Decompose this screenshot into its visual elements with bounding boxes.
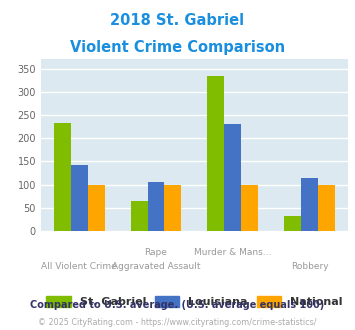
Text: Aggravated Assault: Aggravated Assault — [112, 262, 200, 271]
Bar — [88, 184, 104, 231]
Text: Compared to U.S. average. (U.S. average equals 100): Compared to U.S. average. (U.S. average … — [31, 300, 324, 310]
Bar — [301, 178, 318, 231]
Text: Murder & Mans...: Murder & Mans... — [194, 248, 272, 257]
Text: 2018 St. Gabriel: 2018 St. Gabriel — [110, 13, 245, 28]
Text: Rape: Rape — [144, 248, 168, 257]
Bar — [241, 184, 258, 231]
Bar — [54, 123, 71, 231]
Text: All Violent Crime: All Violent Crime — [41, 262, 117, 271]
Bar — [284, 216, 301, 231]
Bar — [164, 184, 181, 231]
Text: Violent Crime Comparison: Violent Crime Comparison — [70, 40, 285, 54]
Text: Robbery: Robbery — [291, 262, 328, 271]
Bar — [148, 182, 164, 231]
Legend: St. Gabriel, Louisiana, National: St. Gabriel, Louisiana, National — [42, 291, 347, 312]
Bar — [318, 184, 335, 231]
Text: © 2025 CityRating.com - https://www.cityrating.com/crime-statistics/: © 2025 CityRating.com - https://www.city… — [38, 318, 317, 327]
Bar — [131, 201, 148, 231]
Bar — [224, 124, 241, 231]
Bar — [71, 165, 88, 231]
Bar — [207, 76, 224, 231]
